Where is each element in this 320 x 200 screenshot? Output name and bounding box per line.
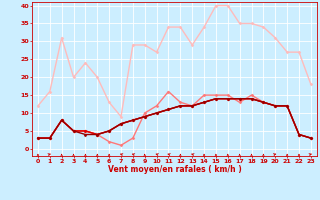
X-axis label: Vent moyen/en rafales ( km/h ): Vent moyen/en rafales ( km/h ) bbox=[108, 165, 241, 174]
